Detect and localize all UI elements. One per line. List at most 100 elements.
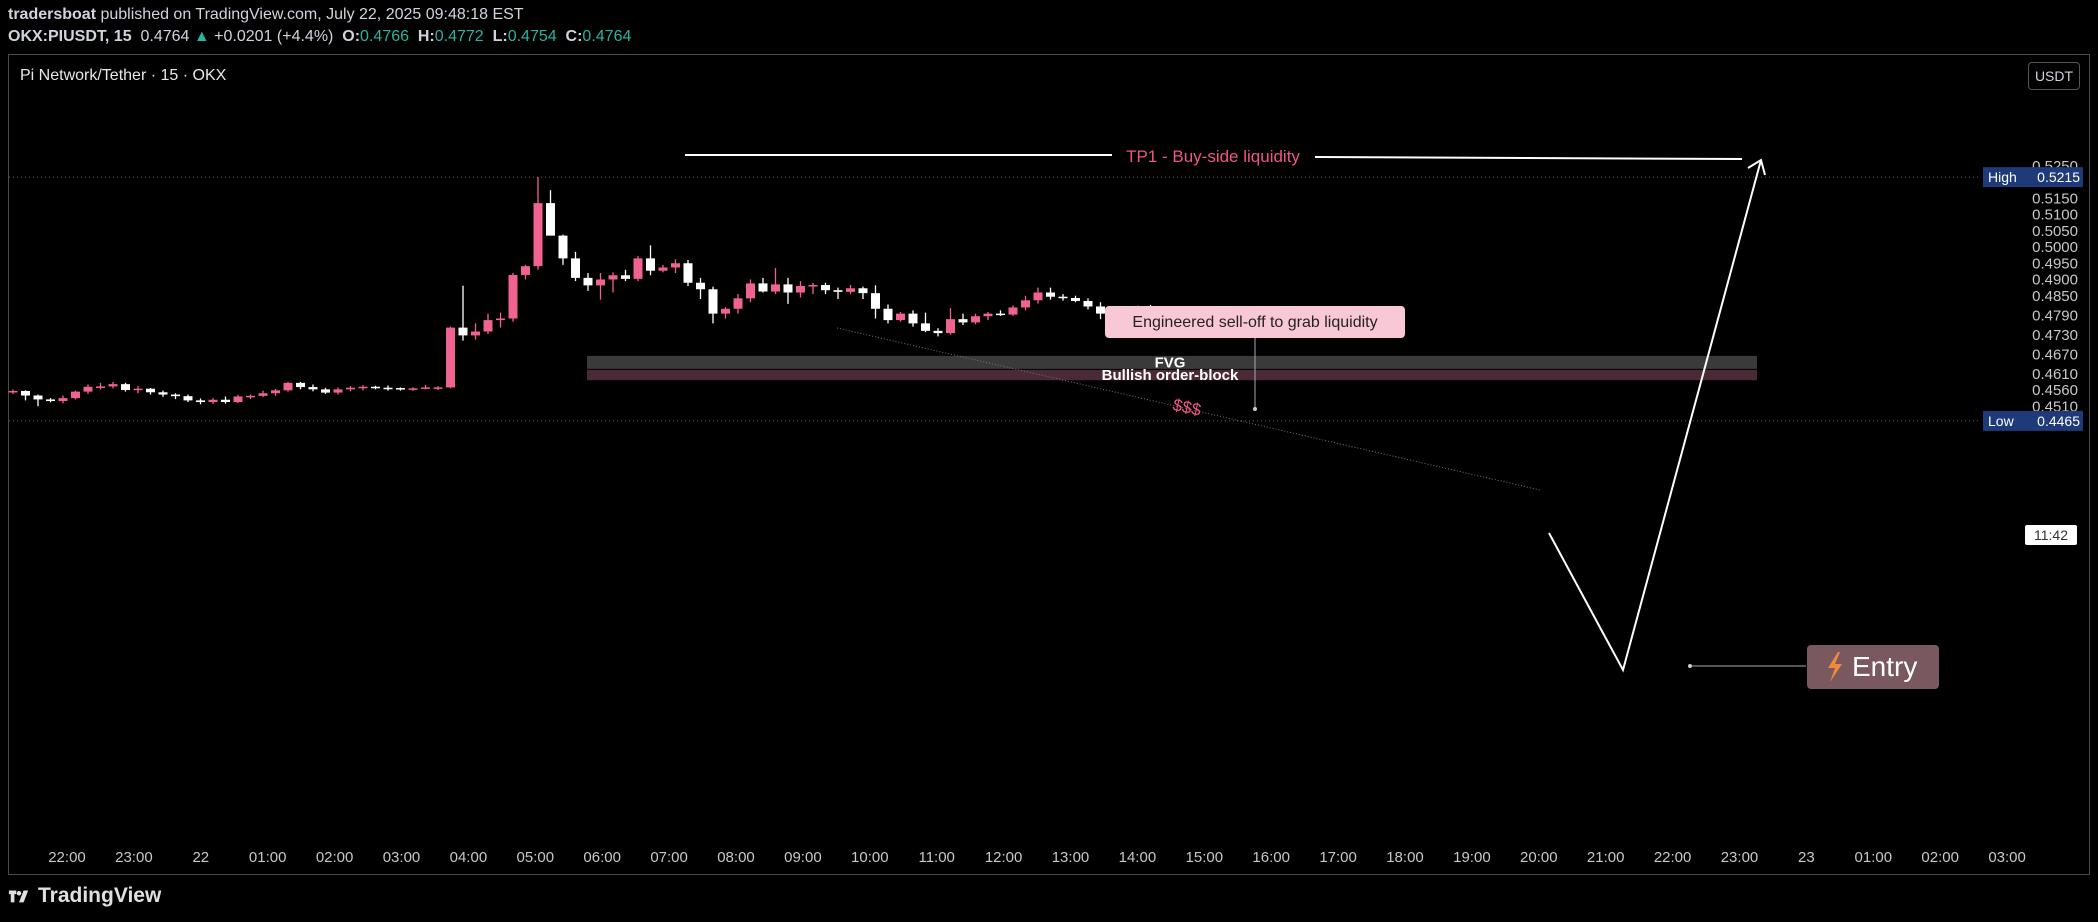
candle-body bbox=[458, 327, 468, 336]
candle-body bbox=[921, 323, 930, 331]
candle-body bbox=[646, 258, 655, 271]
high-value: 0.4772 bbox=[434, 28, 484, 45]
candle-body bbox=[133, 388, 143, 391]
candle-body bbox=[621, 275, 630, 279]
x-tick-label: 18:00 bbox=[1386, 849, 1424, 866]
x-tick-label: 16:00 bbox=[1252, 849, 1290, 866]
pair-name: Pi Network/Tether bbox=[20, 67, 147, 84]
x-tick-label: 06:00 bbox=[583, 849, 621, 866]
candle-body bbox=[121, 384, 130, 390]
x-tick-label: 04:00 bbox=[450, 849, 488, 866]
title-sep-2: · bbox=[178, 67, 193, 84]
x-tick-label: 21:00 bbox=[1587, 849, 1625, 866]
zone-label-1: Bullish order-block bbox=[1102, 367, 1239, 384]
candle-body bbox=[733, 298, 743, 309]
footer-brand[interactable]: TradingView bbox=[8, 884, 161, 908]
price-change: +0.0201 (+4.4%) bbox=[214, 28, 334, 45]
x-tick-label: 10:00 bbox=[851, 849, 889, 866]
title-sep-1: · bbox=[146, 67, 161, 84]
zone-label-0: FVG bbox=[1155, 354, 1186, 371]
open-label: O: bbox=[342, 28, 361, 45]
change-arrow: ▲ bbox=[193, 28, 210, 45]
candle-body bbox=[996, 313, 1005, 316]
x-tick-label: 02:00 bbox=[1921, 849, 1959, 866]
candle-body bbox=[1096, 306, 1105, 314]
candle-body bbox=[146, 388, 155, 393]
countdown-badge bbox=[2025, 525, 2077, 545]
candle-body bbox=[846, 288, 855, 292]
candle-body bbox=[296, 382, 305, 388]
high-label: H: bbox=[417, 28, 435, 45]
liquidity-trendline bbox=[836, 327, 1541, 491]
x-tick-label: 05:00 bbox=[517, 849, 555, 866]
x-tick-label: 14:00 bbox=[1119, 849, 1157, 866]
last-price: 0.4764 bbox=[140, 28, 190, 45]
x-tick-label: 12:00 bbox=[985, 849, 1023, 866]
candle-body bbox=[858, 288, 868, 294]
candle-body bbox=[71, 391, 80, 399]
candle-body bbox=[908, 313, 918, 324]
candle-body bbox=[833, 290, 843, 292]
candle-body bbox=[258, 393, 268, 396]
candle-body bbox=[171, 394, 180, 397]
candle-body bbox=[558, 235, 568, 259]
x-tick-label: 23:00 bbox=[115, 849, 153, 866]
projection-path bbox=[1548, 159, 1762, 673]
candle-body bbox=[321, 389, 330, 393]
candle-body bbox=[546, 203, 555, 236]
candle-body bbox=[221, 399, 230, 403]
candle-body bbox=[658, 267, 668, 271]
candle-body bbox=[383, 387, 393, 390]
engineered-callout-label: Engineered sell-off to grab liquidity bbox=[1132, 314, 1377, 331]
y-tick-label: 0.5100 bbox=[2032, 207, 2078, 224]
candle-body bbox=[796, 286, 805, 293]
high-badge-label: High bbox=[1988, 169, 2017, 185]
candle-body bbox=[483, 320, 493, 332]
candle-body bbox=[371, 386, 380, 389]
author-name[interactable]: tradersboat bbox=[8, 6, 97, 23]
currency-button[interactable]: USDT bbox=[2028, 62, 2080, 90]
y-tick-label: 0.4790 bbox=[2032, 307, 2078, 324]
engineered-callout-box bbox=[1105, 306, 1405, 338]
y-tick-label: 0.4610 bbox=[2032, 366, 2078, 383]
engineered-pointer-dot bbox=[1253, 407, 1257, 411]
candle-body bbox=[271, 390, 280, 394]
candle-body bbox=[433, 387, 443, 389]
candle-body bbox=[1033, 292, 1043, 301]
candle-body bbox=[683, 263, 693, 283]
x-tick-label: 19:00 bbox=[1453, 849, 1491, 866]
tp1-line-right bbox=[1314, 156, 1743, 160]
brand-name: TradingView bbox=[38, 884, 162, 907]
x-tick-label: 02:00 bbox=[316, 849, 354, 866]
x-tick-label: 15:00 bbox=[1186, 849, 1224, 866]
candle-body bbox=[396, 388, 405, 390]
candle-body bbox=[96, 386, 105, 388]
entry-box bbox=[1807, 645, 1939, 689]
low-badge bbox=[1983, 410, 2083, 431]
x-tick-label: 22:00 bbox=[1654, 849, 1692, 866]
candle-body bbox=[333, 389, 343, 393]
candle-body bbox=[1008, 307, 1018, 315]
low-badge-value: 0.4465 bbox=[2037, 413, 2080, 429]
low-badge-label: Low bbox=[1988, 413, 2015, 429]
candle-body bbox=[58, 398, 68, 402]
tp1-label: TP1 - Buy-side liquidity bbox=[1126, 147, 1300, 166]
candle-body bbox=[308, 387, 318, 390]
x-tick-label: 03:00 bbox=[1988, 849, 2026, 866]
candle-body bbox=[708, 289, 718, 314]
x-tick-label: 22 bbox=[192, 849, 209, 866]
publish-info: tradersboat published on TradingView.com… bbox=[8, 6, 524, 24]
x-tick-label: 23 bbox=[1798, 849, 1815, 866]
x-tick-label: 20:00 bbox=[1520, 849, 1558, 866]
pane-exchange: OKX bbox=[192, 67, 227, 84]
candle-body bbox=[1046, 292, 1055, 297]
candle-body bbox=[896, 313, 905, 321]
candle-body bbox=[1071, 298, 1080, 301]
candle-body bbox=[596, 279, 605, 286]
y-tick-label: 0.4950 bbox=[2032, 255, 2078, 272]
x-tick-label: 09:00 bbox=[784, 849, 822, 866]
x-tick-label: 03:00 bbox=[383, 849, 421, 866]
tradingview-logo-icon bbox=[8, 890, 29, 903]
candle-body bbox=[946, 319, 955, 334]
